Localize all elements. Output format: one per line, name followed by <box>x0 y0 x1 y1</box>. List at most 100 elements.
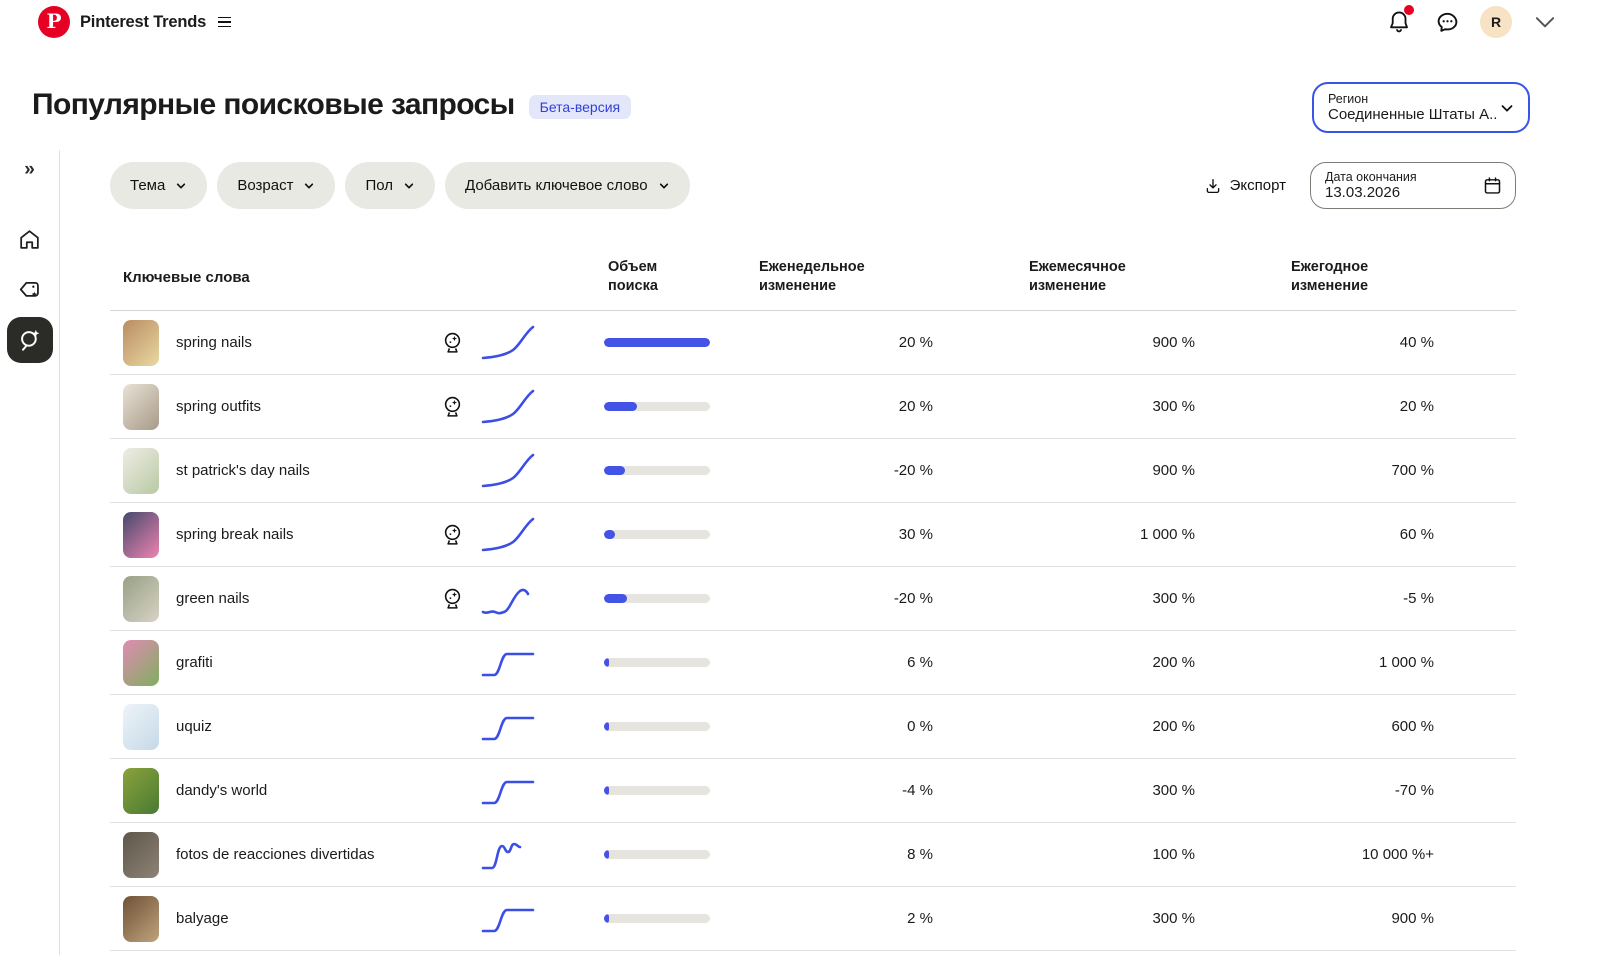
export-button[interactable]: Экспорт <box>1204 177 1286 195</box>
table-row[interactable]: st patrick's day nails -20 % 900 % 700 % <box>110 439 1516 503</box>
keyword-thumbnail <box>123 639 159 686</box>
table-row[interactable]: green nails -20 % 300 % -5 % <box>110 567 1516 631</box>
topic-filter-button[interactable]: Тема <box>110 162 208 209</box>
account-switcher-button[interactable] <box>1530 7 1560 37</box>
sidebar: » <box>0 150 60 955</box>
table-row[interactable]: balyage 2 % 300 % 900 % <box>110 887 1516 951</box>
age-filter-button[interactable]: Возраст <box>217 162 336 209</box>
weekly-change-value: 2 % <box>907 910 933 927</box>
volume-bar <box>604 658 710 667</box>
volume-bar-fill <box>604 658 610 667</box>
keyword-label: grafiti <box>176 654 213 671</box>
volume-bar-fill <box>604 594 628 603</box>
table-row[interactable]: spring outfits 20 % 300 % 20 % <box>110 375 1516 439</box>
table-row[interactable]: uquiz 0 % 200 % 600 % <box>110 695 1516 759</box>
yearly-change-value: -5 % <box>1403 590 1434 607</box>
chevron-down-icon <box>404 182 414 189</box>
chat-bubble-icon <box>1437 12 1457 32</box>
region-select[interactable]: Регион Соединенные Штаты А... <box>1312 82 1530 133</box>
sparkline-path <box>481 842 522 869</box>
table-row[interactable]: fotos de reacciones divertidas 8 % 100 %… <box>110 823 1516 887</box>
region-value: Соединенные Штаты А... <box>1328 106 1498 123</box>
table-row[interactable]: dandy's world -4 % 300 % -70 % <box>110 759 1516 823</box>
sparkline-path <box>481 453 535 487</box>
pinterest-logo-icon[interactable]: P <box>38 6 70 38</box>
trend-sparkline <box>481 389 535 423</box>
sparkline-path <box>481 517 535 551</box>
sparkline-path <box>481 325 535 359</box>
main-content: Тема Возраст Пол Добавить ключевое слово <box>60 150 1600 955</box>
table-row[interactable]: spring break nails 30 % 1 000 % 60 % <box>110 503 1516 567</box>
keyword-thumbnail <box>123 895 159 942</box>
keyword-thumbnail <box>123 511 159 558</box>
monthly-change-value: 300 % <box>1152 782 1195 799</box>
monthly-change-value: 300 % <box>1152 398 1195 415</box>
keyword-thumbnail <box>123 703 159 750</box>
sidebar-item-search-trends[interactable] <box>6 317 53 363</box>
gender-filter-button[interactable]: Пол <box>345 162 435 209</box>
trend-sparkline <box>481 908 535 932</box>
yearly-change-value: 900 % <box>1391 910 1434 927</box>
end-date-value: 13.03.2026 <box>1325 184 1401 201</box>
weekly-change-value: 20 % <box>898 398 933 415</box>
region-label: Регион <box>1328 92 1369 106</box>
volume-bar-fill <box>604 850 610 859</box>
keyword-thumbnail <box>123 575 159 622</box>
yearly-change-value: 700 % <box>1391 462 1434 479</box>
avatar[interactable]: R <box>1480 6 1512 38</box>
top-bar: P Pinterest Trends R <box>0 0 1600 44</box>
keyword-thumbnail <box>123 447 159 494</box>
keyword-label: balyage <box>176 910 229 927</box>
trend-sparkline <box>481 517 535 551</box>
chevron-down-icon <box>1501 104 1513 112</box>
keyword-label: fotos de reacciones divertidas <box>176 846 375 863</box>
monthly-change-value: 200 % <box>1152 654 1195 671</box>
chevron-down-icon <box>659 182 668 189</box>
chevron-down-icon <box>1535 17 1555 28</box>
messages-button[interactable] <box>1432 7 1462 37</box>
table-row[interactable]: spring nails 20 % 900 % 40 % <box>110 311 1516 375</box>
volume-bar <box>604 850 710 859</box>
keyword-thumbnail <box>123 831 159 878</box>
weekly-change-value: 30 % <box>898 526 933 543</box>
table-row[interactable]: grafiti 6 % 200 % 1 000 % <box>110 631 1516 695</box>
chevron-down-icon <box>177 182 186 189</box>
keyword-thumbnail <box>123 767 159 814</box>
yearly-change-value: 600 % <box>1391 718 1434 735</box>
download-icon <box>1206 178 1219 193</box>
trend-sparkline <box>481 652 535 676</box>
volume-bar-fill <box>604 722 610 731</box>
sidebar-item-home[interactable] <box>12 221 48 257</box>
trend-sparkline <box>481 588 530 614</box>
weekly-change-value: 20 % <box>898 334 933 351</box>
sparkline-path <box>481 588 530 614</box>
volume-bar-fill <box>604 466 626 475</box>
filter-bar: Тема Возраст Пол Добавить ключевое слово <box>110 162 1516 209</box>
monthly-change-value: 900 % <box>1152 462 1195 479</box>
weekly-change-value: 0 % <box>907 718 933 735</box>
end-date-label: Дата окончания <box>1325 170 1417 184</box>
crystal-ball-icon <box>444 524 461 545</box>
keyword-thumbnail <box>123 383 159 430</box>
column-header-weekly: Еженедельное изменение <box>759 259 865 294</box>
weekly-change-value: -20 % <box>893 590 933 607</box>
expand-sidebar-icon[interactable]: » <box>24 159 35 180</box>
notifications-button[interactable] <box>1384 5 1414 37</box>
yearly-change-value: 40 % <box>1399 334 1434 351</box>
keyword-label: dandy's world <box>176 782 268 799</box>
sparkline-path <box>481 716 535 740</box>
yearly-change-value: 20 % <box>1399 398 1434 415</box>
volume-bar <box>604 402 710 411</box>
sparkline-path <box>481 908 535 932</box>
sidebar-item-trends[interactable] <box>12 271 48 307</box>
page-header: Популярные поисковые запросы Бета-версия… <box>0 44 1600 150</box>
add-keyword-button[interactable]: Добавить ключевое слово <box>445 162 690 209</box>
volume-bar <box>604 530 710 539</box>
hamburger-menu-icon[interactable] <box>218 16 232 28</box>
end-date-picker[interactable]: Дата окончания 13.03.2026 <box>1310 162 1516 209</box>
column-header-volume: Объем поиска <box>608 259 658 294</box>
notification-dot <box>1404 5 1414 15</box>
volume-bar-fill <box>604 338 710 347</box>
keyword-label: st patrick's day nails <box>176 462 310 479</box>
